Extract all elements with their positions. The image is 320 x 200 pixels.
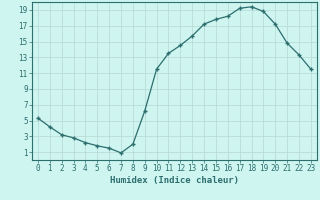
X-axis label: Humidex (Indice chaleur): Humidex (Indice chaleur) [110,176,239,185]
